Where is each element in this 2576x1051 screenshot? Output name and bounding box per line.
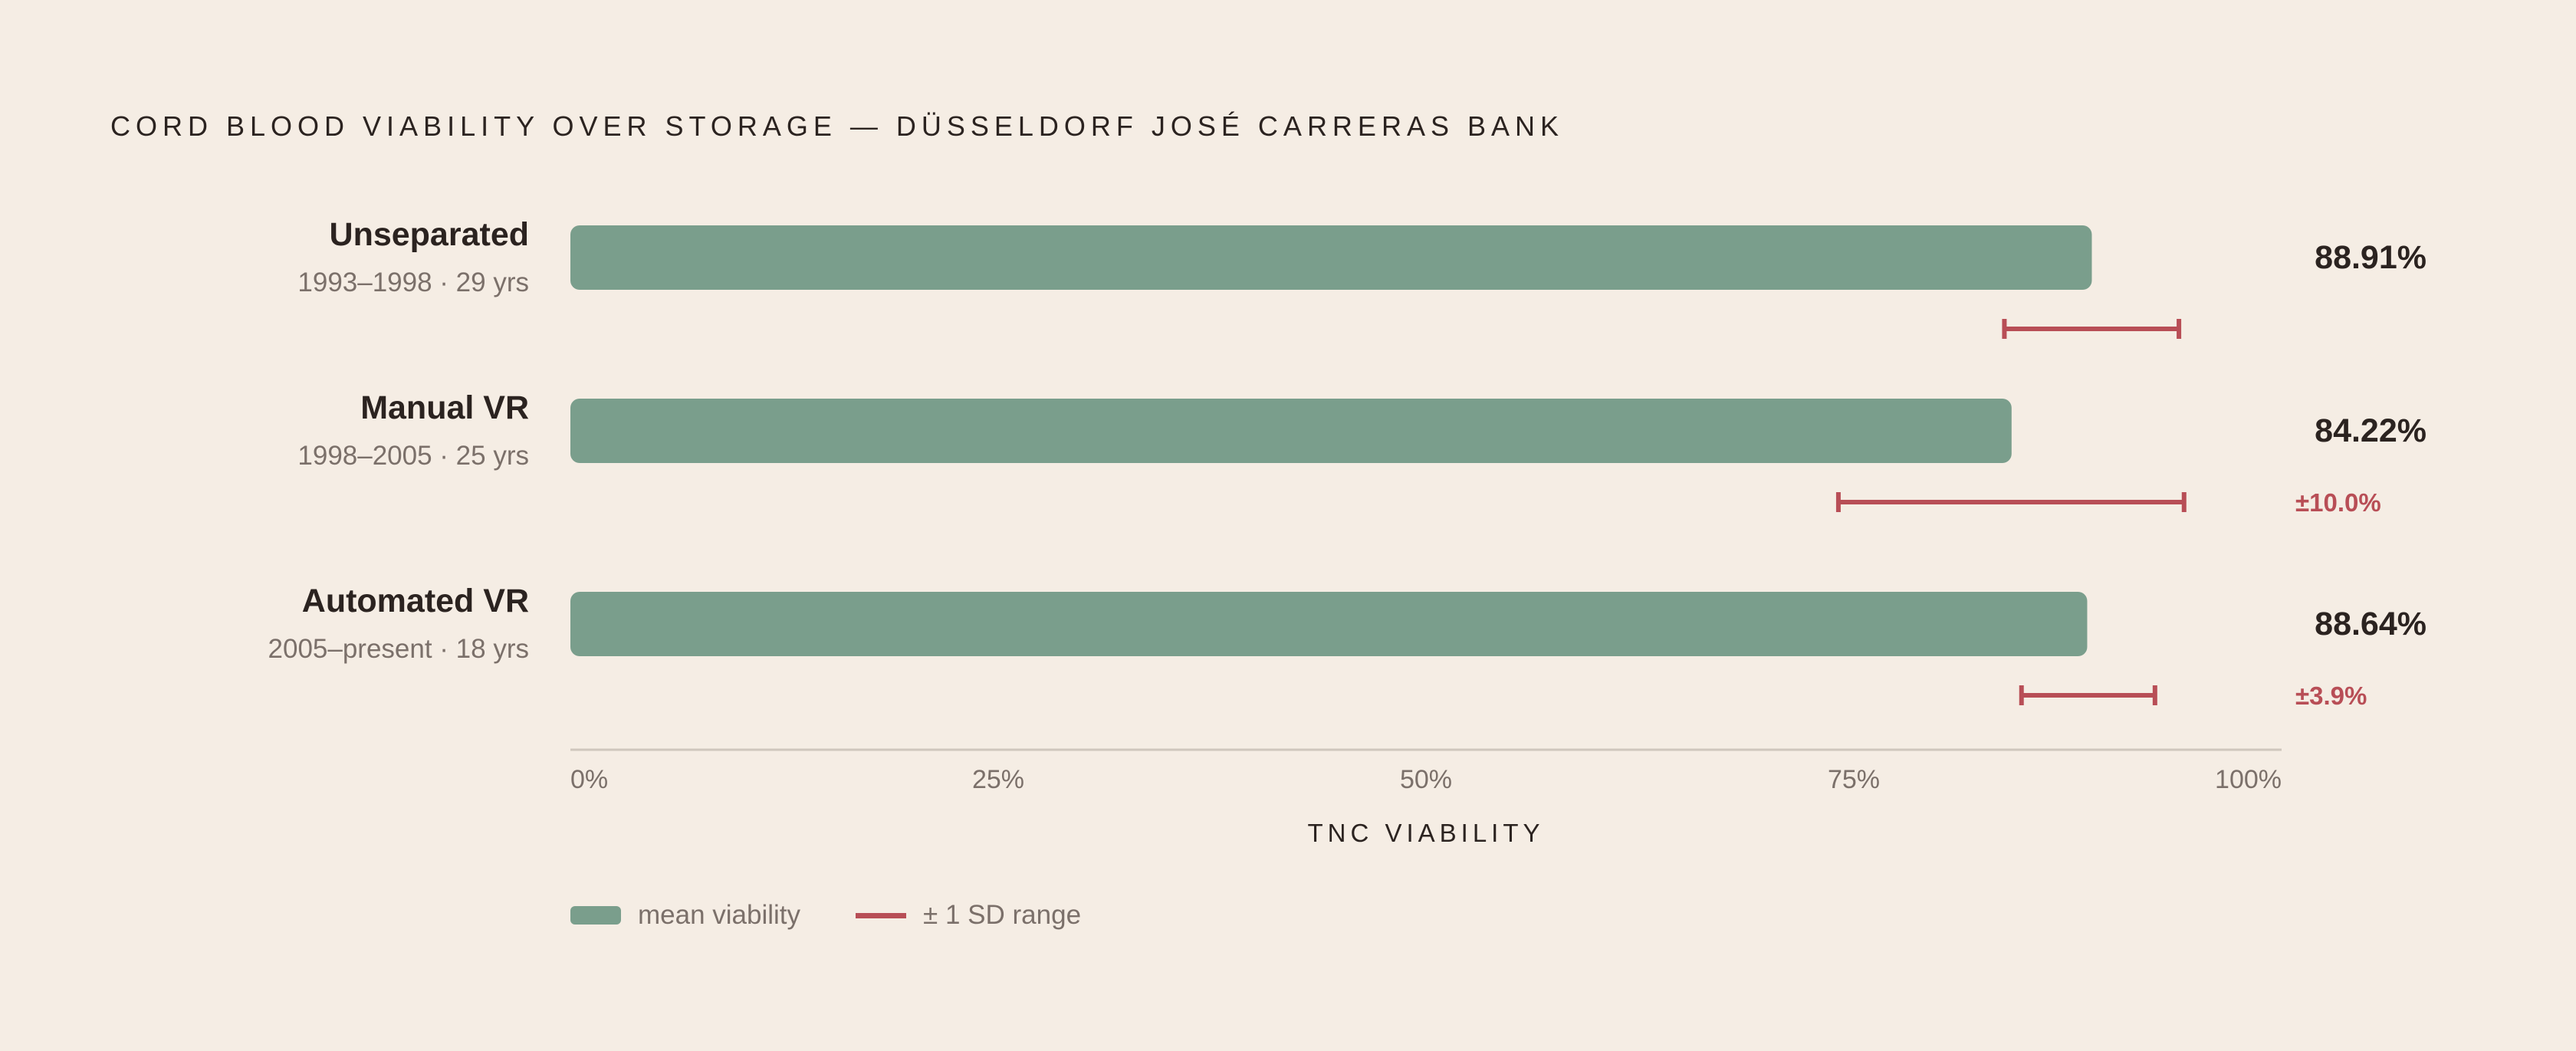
x-tick-label: 0% [570, 765, 608, 794]
category-label-manual-vr: Manual VR [360, 389, 529, 426]
value-label-automated-vr: 88.64% [2315, 606, 2426, 642]
legend-item-sd: ± 1 SD range [856, 900, 1081, 931]
legend-item-mean: mean viability [570, 900, 800, 931]
x-tick-label: 75% [1828, 765, 1880, 794]
category-subtitle-unseparated: 1993–1998 · 29 yrs [297, 268, 529, 297]
category-label-unseparated: Unseparated [330, 216, 529, 253]
bar-manual-vr [570, 399, 2012, 463]
bar-automated-vr [570, 592, 2088, 656]
x-tick-label: 100% [2215, 765, 2282, 794]
legend-swatch-line [856, 912, 907, 918]
x-tick-label: 25% [972, 765, 1024, 794]
sd-label-manual-vr: ±10.0% [2295, 488, 2381, 517]
chart-legend: mean viability ± 1 SD range [570, 900, 1136, 931]
category-subtitle-manual-vr: 1998–2005 · 25 yrs [297, 441, 529, 471]
value-label-manual-vr: 84.22% [2315, 412, 2426, 449]
sd-label-automated-vr: ±3.9% [2295, 682, 2367, 710]
chart-title: CORD BLOOD VIABILITY OVER STORAGE — DÜSS… [110, 110, 1565, 142]
category-subtitle-automated-vr: 2005–present · 18 yrs [268, 634, 529, 664]
x-tick-label: 50% [1400, 765, 1452, 794]
bar-unseparated [570, 225, 2092, 290]
legend-label-mean: mean viability [638, 900, 801, 930]
legend-label-sd: ± 1 SD range [923, 900, 1082, 930]
value-label-unseparated: 88.91% [2315, 239, 2426, 276]
x-axis-title: TNC VIABILITY [1307, 819, 1544, 847]
legend-swatch-bar [570, 906, 621, 925]
category-label-automated-vr: Automated VR [302, 583, 529, 619]
